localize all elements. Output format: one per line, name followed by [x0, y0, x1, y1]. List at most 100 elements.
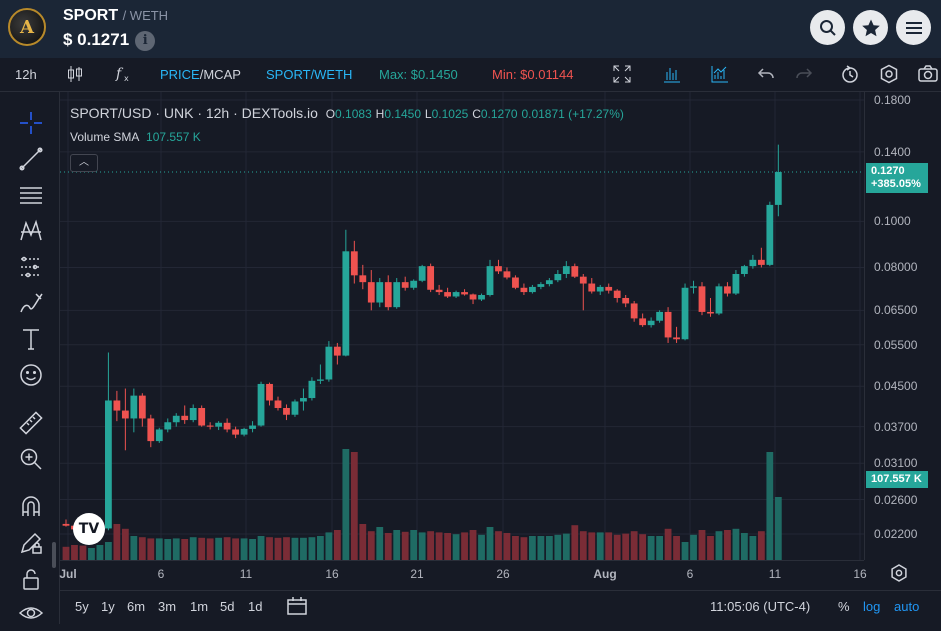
candle-body [62, 523, 70, 526]
time-tick-label: 26 [496, 567, 510, 581]
zoom-tool[interactable] [18, 446, 44, 472]
clock-time[interactable]: 11:05:06 (UTC-4) [710, 599, 811, 614]
candle-body [579, 276, 587, 284]
trendline-tool[interactable] [18, 146, 44, 172]
prediction-tool[interactable] [18, 254, 44, 280]
text-tool[interactable] [18, 326, 44, 352]
price-tick-label: 0.03700 [874, 419, 918, 434]
candle-body [300, 398, 307, 402]
price-tick-label: 0.1400 [874, 144, 911, 159]
volume-bar [503, 533, 511, 560]
collapse-legend-button[interactable]: ︿ [70, 154, 98, 172]
candle-body [206, 425, 214, 427]
measure-tool[interactable] [18, 410, 44, 436]
candle-body [715, 286, 723, 314]
log-toggle[interactable]: log [863, 599, 881, 614]
candle-body [622, 297, 630, 304]
volume-bar [350, 452, 358, 560]
redo-button[interactable] [794, 64, 814, 87]
info-icon[interactable]: i [135, 31, 156, 51]
indicator-chart-button[interactable] [710, 64, 730, 87]
svg-text:f: f [115, 66, 124, 82]
candle-body [452, 292, 460, 297]
candle-body [690, 286, 697, 288]
range-1d[interactable]: 1d [248, 599, 263, 614]
auto-toggle[interactable]: auto [894, 599, 920, 614]
change-value: 0.01871 (+17.27%) [521, 107, 624, 121]
price-tick-label: 0.08000 [874, 260, 918, 275]
trendline-icon [19, 147, 43, 171]
range-1y[interactable]: 1y [101, 599, 115, 614]
range-1m[interactable]: 1m [190, 599, 209, 614]
undo-button[interactable] [756, 64, 776, 87]
lock-tool[interactable] [18, 566, 44, 592]
range-5d[interactable]: 5d [220, 599, 235, 614]
price-mcap-toggle[interactable]: PRICE/MCAP [160, 67, 241, 82]
volume-sma-label: Volume SMA [70, 130, 140, 144]
percent-toggle[interactable]: % [838, 599, 850, 614]
pair-title: SPORT / WETH [63, 7, 168, 25]
candlestick-icon [68, 66, 82, 82]
legend-title: SPORT/USD · UNK · 12h · DEXTools.io [70, 105, 318, 121]
volume-bar [325, 532, 333, 560]
range-3m[interactable]: 3m [158, 599, 177, 614]
volume-bar [554, 534, 562, 560]
tradingview-logo[interactable]: TV [73, 513, 105, 545]
volume-bar [223, 537, 231, 560]
crosshair-tool[interactable] [18, 110, 44, 136]
interval-selector[interactable]: 12h [15, 67, 37, 82]
lock-drawing-tool[interactable] [18, 530, 44, 556]
volume-bar [486, 527, 494, 560]
lock-icon [23, 569, 39, 590]
fib-tool[interactable] [18, 182, 44, 208]
favorite-button[interactable] [853, 10, 888, 45]
time-tick-label: Jul [59, 567, 77, 581]
volume-bar [622, 533, 630, 560]
range-6m[interactable]: 6m [127, 599, 146, 614]
volume-bar [656, 536, 663, 560]
ruler-icon [19, 411, 43, 435]
fullscreen-button[interactable] [612, 64, 632, 87]
candle-body [232, 429, 239, 435]
range-5y[interactable]: 5y [75, 599, 89, 614]
star-icon [861, 19, 880, 36]
volume-bar [562, 533, 570, 560]
time-axis[interactable]: Jul 6 11 16 21 26 Aug 6 11 16 [59, 560, 867, 584]
visibility-tool[interactable] [18, 600, 44, 626]
price-axis[interactable]: 0.1800 0.1400 0.1000 0.08000 0.06500 0.05500 0… [864, 92, 941, 560]
menu-button[interactable] [896, 10, 931, 45]
screenshot-button[interactable] [917, 64, 939, 87]
replay-button[interactable] [840, 64, 860, 87]
candle-body [681, 287, 689, 340]
candle-body [588, 283, 596, 292]
magnet-tool[interactable] [18, 494, 44, 520]
pattern-tool[interactable] [18, 218, 44, 244]
candle-type-button[interactable] [66, 64, 84, 87]
volume-bar [401, 531, 409, 560]
candle-body [317, 379, 324, 381]
drawing-toolbar [0, 92, 60, 624]
price-tick-label: 0.1800 [874, 93, 911, 107]
low-key: L [424, 107, 432, 121]
token-logo[interactable]: A [8, 8, 46, 46]
volume-bar [113, 524, 121, 560]
search-button[interactable] [810, 10, 845, 45]
redo-icon [796, 68, 813, 79]
toolbar-scrollbar[interactable] [52, 542, 56, 568]
emoji-tool[interactable] [18, 362, 44, 388]
candle-body [376, 282, 384, 303]
volume-bar [529, 536, 536, 560]
settings-button[interactable] [879, 64, 899, 87]
date-range-button[interactable] [286, 596, 308, 619]
brush-tool[interactable] [18, 290, 44, 316]
price-chart[interactable] [60, 92, 941, 624]
volume-bar [469, 530, 477, 560]
axis-settings-button[interactable] [889, 563, 909, 588]
bar-style-button[interactable] [662, 64, 682, 87]
time-tick-label: 6 [686, 567, 694, 581]
candle-body [478, 295, 485, 300]
candle-body [359, 275, 367, 283]
pair-selector[interactable]: SPORT/WETH [266, 67, 353, 82]
